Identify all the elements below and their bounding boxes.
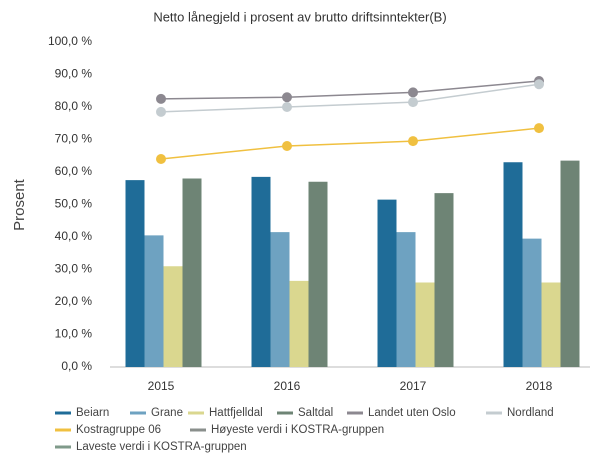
legend-label: Landet uten Oslo <box>368 407 456 419</box>
line-marker <box>408 87 418 98</box>
legend-label: Laveste verdi i KOSTRA-gruppen <box>76 441 247 453</box>
line-marker <box>282 92 292 103</box>
y-tick-label: 0,0 % <box>61 359 92 373</box>
bar <box>434 193 454 367</box>
x-tick-label: 2017 <box>400 379 427 393</box>
line-marker <box>282 141 292 151</box>
y-tick-label: 50,0 % <box>55 197 93 211</box>
x-tick-label: 2015 <box>148 379 175 393</box>
line-marker <box>534 79 544 90</box>
legend-label: Grane <box>151 407 183 419</box>
bar <box>308 181 328 367</box>
bar <box>522 238 542 367</box>
bar <box>541 282 561 367</box>
chart-title: Netto lånegjeld i prosent av brutto drif… <box>153 9 446 24</box>
y-tick-label: 40,0 % <box>55 229 93 243</box>
line-marker <box>156 106 166 117</box>
bar <box>415 282 435 367</box>
legend-label: Nordland <box>507 407 554 419</box>
line <box>160 83 540 113</box>
bar <box>503 162 523 367</box>
y-tick-label: 10,0 % <box>55 327 93 341</box>
bar <box>163 266 183 367</box>
legend-label: Hattfjelldal <box>209 407 263 419</box>
line-marker <box>156 154 166 164</box>
line-marker <box>282 102 292 112</box>
bar <box>396 232 416 367</box>
line-marker <box>156 93 166 104</box>
bar <box>560 160 580 367</box>
legend-label: Beiarn <box>76 407 109 419</box>
y-axis-title: Prosent <box>11 178 28 231</box>
line-marker <box>408 136 418 147</box>
bar <box>182 178 202 367</box>
line-marker <box>408 97 418 108</box>
bar <box>377 199 397 367</box>
bar <box>125 180 145 367</box>
bar <box>270 232 290 367</box>
y-tick-label: 70,0 % <box>55 132 93 146</box>
legend-label: Kostragruppe 06 <box>76 424 161 436</box>
bar <box>251 176 271 367</box>
x-tick-label: 2016 <box>274 379 301 393</box>
legend-label: Saltdal <box>298 407 333 419</box>
legend-label: Høyeste verdi i KOSTRA-gruppen <box>211 424 384 436</box>
y-tick-label: 60,0 % <box>55 164 93 178</box>
bar <box>289 280 309 367</box>
y-tick-label: 80,0 % <box>55 99 93 113</box>
bar <box>144 235 164 367</box>
y-tick-label: 20,0 % <box>55 294 93 308</box>
y-tick-label: 30,0 % <box>55 262 93 276</box>
x-tick-label: 2018 <box>526 379 553 393</box>
line <box>160 80 540 100</box>
y-tick-label: 100,0 % <box>48 34 92 48</box>
line-marker <box>534 123 544 134</box>
line <box>160 127 540 160</box>
legend: Beiarn Grane Hattfjelldal Saltdal Landet ute… <box>55 407 554 453</box>
y-tick-label: 90,0 % <box>55 67 93 81</box>
